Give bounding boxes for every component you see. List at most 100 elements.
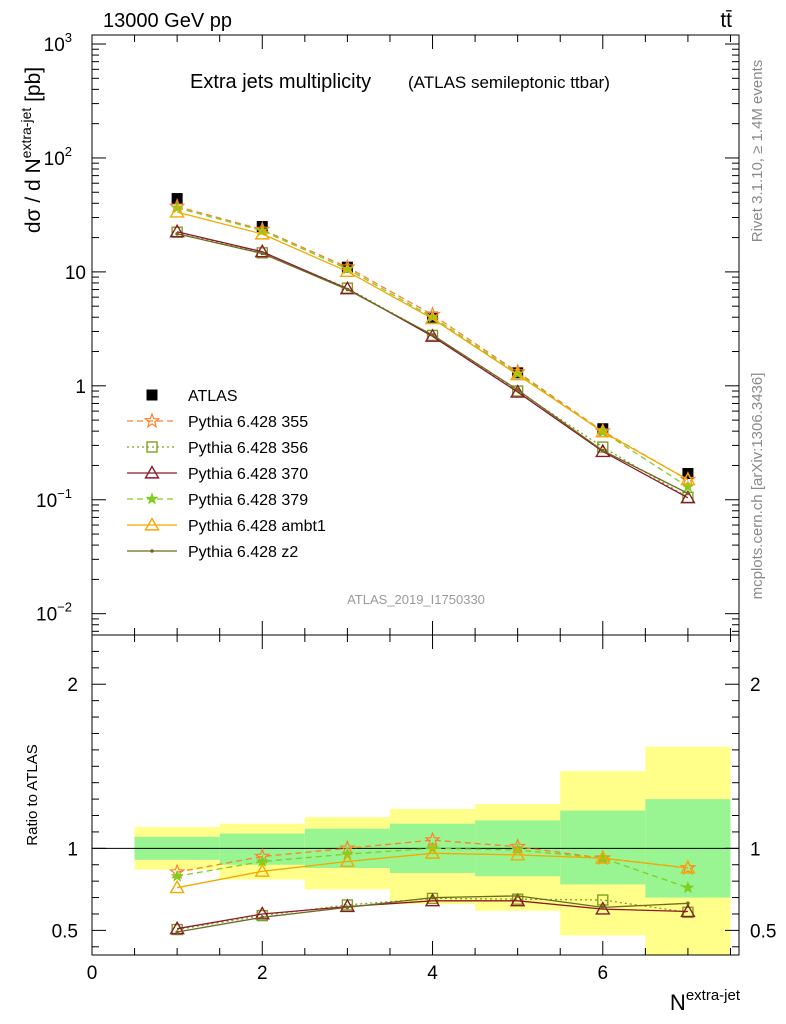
rivet-version-label: Rivet 3.1.10, ≥ 1.4M events bbox=[749, 60, 766, 243]
pythia-6-428-ambt1-point bbox=[339, 263, 356, 277]
legend-entry-pythia-6-428-370: Pythia 6.428 370 bbox=[127, 465, 308, 483]
uncertainty-bands bbox=[92, 746, 739, 955]
ratio-panel: 0.5 0.5 1 1 2 2 0 2 4 6 Ratio to ATLAS Nextra-jet bbox=[24, 634, 776, 1015]
legend-marker bbox=[145, 492, 159, 505]
pythia-6-428-370-point bbox=[254, 243, 270, 258]
pythia-6-428-355-ratio-point bbox=[594, 849, 612, 866]
legend-entry-atlas: ATLAS bbox=[146, 388, 238, 405]
legend-label: Pythia 6.428 ambt1 bbox=[188, 518, 326, 535]
pythia-6-428-z2-ratio-point bbox=[260, 915, 265, 920]
pythia-6-428-ambt1-ratio-point bbox=[339, 853, 356, 868]
x-tick-label: 0 bbox=[87, 963, 98, 984]
series-pythia-6-428-356 bbox=[171, 226, 694, 504]
pythia-6-428-370-ratio-point bbox=[339, 898, 356, 913]
pythia-6-428-379-ratio-point bbox=[681, 881, 695, 894]
ratio-series-pythia-6-428-z2 bbox=[175, 894, 690, 934]
header-left-label: 13000 GeV pp bbox=[103, 10, 232, 32]
ratio-axis-ticks: 0.5 0.5 1 1 2 2 0 2 4 6 bbox=[52, 635, 776, 984]
pythia-6-428-379-point bbox=[170, 201, 184, 214]
legend-marker bbox=[150, 549, 154, 553]
series-pythia-6-428-z2 bbox=[175, 231, 690, 496]
pythia-6-428-ambt1-point bbox=[424, 310, 441, 325]
legend-marker bbox=[143, 412, 161, 429]
pythia-6-428-z2-point bbox=[515, 388, 520, 392]
pythia-6-428-z2-point bbox=[686, 491, 690, 496]
legend-entry-pythia-6-428-z2: Pythia 6.428 z2 bbox=[127, 544, 298, 561]
legend-label: Pythia 6.428 370 bbox=[188, 466, 308, 483]
ratio-y-axis-label: Ratio to ATLAS bbox=[24, 744, 41, 845]
pythia-6-428-355-ratio-point bbox=[679, 859, 697, 876]
mcplots-source-label: mcplots.cern.ch [arXiv:1306.3436] bbox=[749, 373, 766, 600]
legend-marker bbox=[146, 389, 158, 401]
ratio-series-pythia-6-428-ambt1 bbox=[169, 845, 696, 894]
pythia-6-428-z2-ratio-point bbox=[430, 895, 435, 900]
pythia-6-428-z2-point bbox=[175, 231, 179, 236]
header-right-label: tt̄ bbox=[720, 9, 732, 32]
legend-marker bbox=[146, 441, 158, 453]
pythia-6-428-356-ratio-point bbox=[171, 923, 183, 936]
pythia-6-428-z2-point bbox=[600, 448, 605, 453]
legend-entry-pythia-6-428-ambt1: Pythia 6.428 ambt1 bbox=[127, 517, 326, 535]
pythia-6-428-370-ratio-point bbox=[509, 892, 526, 907]
ratio-series-layer bbox=[168, 831, 697, 936]
pythia-6-428-370-ratio-point bbox=[424, 892, 441, 907]
legend: ATLAS Pythia 6.428 355 Pythia 6.428 356 Pyt… bbox=[127, 388, 326, 561]
pythia-6-428-z2-ratio-point bbox=[175, 930, 179, 934]
y-tick-label: 102 bbox=[44, 144, 72, 170]
pythia-6-428-370-point bbox=[595, 443, 611, 458]
analysis-watermark: ATLAS_2019_I1750330 bbox=[347, 592, 485, 607]
pythia-6-428-356-ratio-point bbox=[682, 906, 694, 919]
pythia-6-428-356-line bbox=[176, 231, 689, 498]
pythia-6-428-370-ratio-point bbox=[680, 903, 696, 918]
main-axis-ticks: 10−2 10−1 1 10 102 103 bbox=[36, 30, 739, 635]
pythia-6-428-ambt1-ratio-point bbox=[595, 850, 611, 864]
legend-entry-pythia-6-428-356: Pythia 6.428 356 bbox=[127, 440, 308, 457]
legend-label: Pythia 6.428 356 bbox=[188, 440, 308, 457]
pythia-6-428-ambt1-ratio-point bbox=[424, 845, 441, 859]
ratio-y-tick-label-right: 0.5 bbox=[750, 921, 776, 942]
main-series-layer bbox=[168, 193, 697, 504]
main-subtitle: (ATLAS semileptonic ttbar) bbox=[408, 73, 610, 92]
pythia-6-428-ambt1-point bbox=[254, 226, 270, 240]
pythia-6-428-370-point bbox=[509, 384, 526, 398]
pythia-6-428-ambt1-ratio-line bbox=[176, 852, 688, 889]
legend-entry-pythia-6-428-379: Pythia 6.428 379 bbox=[127, 492, 308, 509]
series-pythia-6-428-ambt1 bbox=[169, 204, 696, 486]
pythia-6-428-379-point bbox=[255, 224, 269, 237]
x-tick-label: 4 bbox=[427, 963, 438, 984]
legend-marker bbox=[144, 465, 160, 479]
legend-entry-pythia-6-428-355: Pythia 6.428 355 bbox=[127, 412, 308, 431]
pythia-6-428-370-line bbox=[176, 231, 689, 499]
pythia-6-428-ambt1-line bbox=[176, 211, 689, 481]
pythia-6-428-z2-point bbox=[345, 287, 350, 292]
x-axis-label: Nextra-jet bbox=[670, 987, 741, 1015]
pythia-6-428-ambt1-point bbox=[595, 423, 611, 438]
x-tick-label: 2 bbox=[257, 963, 268, 984]
main-title: Extra jets multiplicity bbox=[190, 71, 371, 93]
pythia-6-428-355-line bbox=[176, 205, 689, 481]
ratio-y-tick-label: 2 bbox=[67, 675, 78, 696]
ratio-y-tick-label: 0.5 bbox=[52, 921, 78, 942]
pythia-6-428-ambt1-ratio-point bbox=[680, 860, 696, 874]
y-tick-label: 10−2 bbox=[36, 600, 72, 626]
y-tick-label: 103 bbox=[44, 30, 72, 56]
pythia-6-428-370-point bbox=[169, 223, 185, 238]
pythia-6-428-ambt1-ratio-point bbox=[254, 863, 270, 877]
pythia-6-428-370-point bbox=[424, 328, 441, 342]
pythia-6-428-370-point bbox=[680, 489, 696, 504]
pythia-6-428-ambt1-ratio-point bbox=[169, 879, 185, 894]
pythia-6-428-z2-ratio-point bbox=[515, 894, 520, 898]
ratio-y-tick-label: 1 bbox=[67, 839, 78, 860]
ratio-plot-frame bbox=[91, 634, 740, 956]
pythia-6-428-379-ratio-point bbox=[170, 869, 184, 882]
x-tick-label: 6 bbox=[598, 963, 609, 984]
legend-label: ATLAS bbox=[188, 388, 238, 405]
pythia-6-428-ambt1-point bbox=[169, 204, 185, 218]
y-tick-label: 1 bbox=[75, 377, 86, 398]
legend-label: Pythia 6.428 z2 bbox=[188, 544, 298, 561]
pythia-6-428-370-ratio-point bbox=[595, 901, 611, 915]
main-y-axis-label: dσ / d Nextra-jet [pb] bbox=[18, 67, 45, 233]
inner-uncertainty-band bbox=[560, 810, 646, 885]
pythia-6-428-z2-ratio-point bbox=[686, 901, 690, 906]
